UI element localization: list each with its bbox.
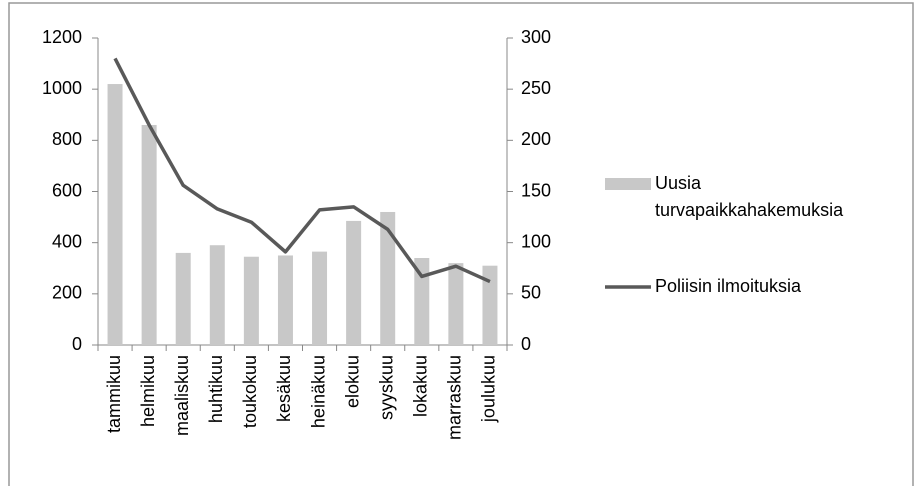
x-tick-label: joulukuu [479,355,499,423]
y-tick-label: 800 [52,129,82,149]
x-tick-label: marraskuu [445,355,465,440]
y2-tick-label: 100 [521,231,551,251]
bar [482,265,498,345]
bar [277,255,293,345]
y2-tick-label: 250 [521,78,551,98]
y-tick-label: 1000 [42,78,82,98]
legend-swatch [605,178,651,190]
y2-tick-label: 150 [521,180,551,200]
bar [346,220,362,345]
legend-label: Uusia turvapaikkahakemuksia [655,173,844,220]
line [113,57,491,284]
x-tick-label: huhtikuu [206,355,226,423]
x-tick-label: tammikuu [104,355,124,433]
bar [175,252,191,345]
bar [380,211,396,345]
y2-tick-label: 50 [521,283,541,303]
bar [448,263,464,345]
chart-frame [8,2,914,486]
x-tick-label: kesäkuu [274,355,294,422]
y2-tick-label: 300 [521,27,551,47]
bar [141,124,157,345]
bar [107,84,123,346]
y-tick-label: 200 [52,283,82,303]
bar [312,251,328,345]
y-tick-label: 1200 [42,27,82,47]
bar [209,245,225,345]
y-tick-label: 600 [52,180,82,200]
bar [243,256,259,345]
y2-tick-label: 0 [521,334,531,354]
y-tick-label: 0 [72,334,82,354]
x-tick-label: elokuu [342,355,362,408]
bar [414,258,430,345]
x-tick-label: lokakuu [411,355,431,417]
x-tick-label: toukokuu [240,355,260,428]
y2-tick-label: 200 [521,129,551,149]
x-tick-label: helmikuu [138,355,158,427]
x-tick-label: syyskuu [376,355,396,420]
x-tick-label: maaliskuu [172,355,192,436]
y-tick-label: 400 [52,231,82,251]
legend-label: Poliisin ilmoituksia [655,276,802,296]
x-tick-label: heinäkuu [308,355,328,428]
